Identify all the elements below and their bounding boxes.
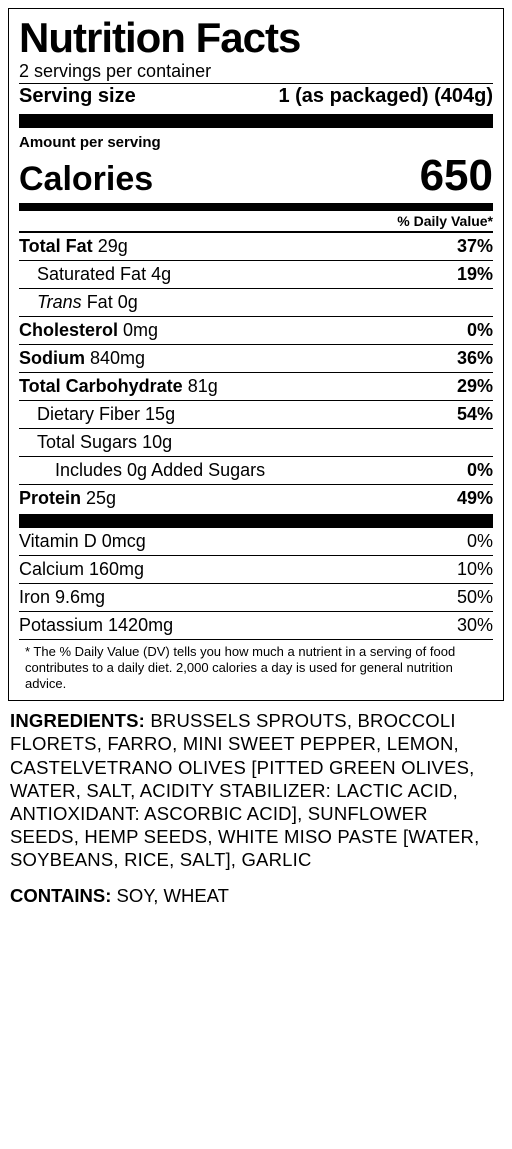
nutrient-label: Sodium 840mg — [19, 348, 145, 369]
nutrient-row-protein: Protein 25g 49% — [19, 484, 493, 512]
ingredients-text: BRUSSELS SPROUTS, BROCCOLI FLORETS, FARR… — [10, 710, 479, 870]
calories-label: Calories — [19, 160, 153, 199]
nutrient-row-added-sugars: Includes 0g Added Sugars 0% — [19, 456, 493, 484]
nutrient-row-total-fat: Total Fat 29g 37% — [19, 232, 493, 260]
nutrient-dv: 54% — [457, 404, 493, 425]
vitamin-dv: 10% — [457, 559, 493, 580]
servings-per-container: 2 servings per container — [19, 61, 493, 84]
vitamin-label: Iron 9.6mg — [19, 587, 105, 608]
nutrient-dv: 49% — [457, 488, 493, 509]
divider-thick — [19, 114, 493, 128]
serving-size-label: Serving size — [19, 85, 136, 108]
ingredients-block: INGREDIENTS: BRUSSELS SPROUTS, BROCCOLI … — [10, 709, 502, 871]
serving-size-row: Serving size 1 (as packaged) (404g) — [19, 84, 493, 112]
dv-footnote: * The % Daily Value (DV) tells you how m… — [19, 639, 493, 695]
divider-medium — [19, 203, 493, 211]
nutrient-row-sugars: Total Sugars 10g — [19, 428, 493, 456]
nutrient-row-trans-fat: Trans Fat 0g — [19, 288, 493, 316]
calories-row: Calories 650 — [19, 151, 493, 201]
vitamin-label: Potassium 1420mg — [19, 615, 173, 636]
amount-per-serving-label: Amount per serving — [19, 134, 493, 151]
nutrient-label: Includes 0g Added Sugars — [19, 460, 265, 481]
vitamin-row-calcium: Calcium 160mg 10% — [19, 555, 493, 583]
vitamin-dv: 50% — [457, 587, 493, 608]
nutrient-row-sodium: Sodium 840mg 36% — [19, 344, 493, 372]
panel-title: Nutrition Facts — [19, 17, 493, 59]
nutrient-dv: 19% — [457, 264, 493, 285]
calories-value: 650 — [420, 151, 493, 201]
nutrient-dv: 29% — [457, 376, 493, 397]
nutrient-label: Total Sugars 10g — [19, 432, 172, 453]
vitamin-row-potassium: Potassium 1420mg 30% — [19, 611, 493, 639]
vitamin-label: Calcium 160mg — [19, 559, 144, 580]
contains-block: CONTAINS: SOY, WHEAT — [10, 885, 502, 907]
nutrient-label: Cholesterol 0mg — [19, 320, 158, 341]
nutrient-label: Total Carbohydrate 81g — [19, 376, 218, 397]
nutrient-label: Saturated Fat 4g — [19, 264, 171, 285]
nutrient-dv: 36% — [457, 348, 493, 369]
nutrient-label: Dietary Fiber 15g — [19, 404, 175, 425]
nutrient-dv: 0% — [467, 320, 493, 341]
vitamin-row-iron: Iron 9.6mg 50% — [19, 583, 493, 611]
nutrient-label: Total Fat 29g — [19, 236, 128, 257]
vitamin-label: Vitamin D 0mcg — [19, 531, 146, 552]
divider-thick — [19, 514, 493, 528]
contains-text: SOY, WHEAT — [111, 885, 229, 906]
nutrient-label: Protein 25g — [19, 488, 116, 509]
nutrient-row-total-carb: Total Carbohydrate 81g 29% — [19, 372, 493, 400]
nutrition-facts-panel: Nutrition Facts 2 servings per container… — [8, 8, 504, 701]
nutrient-row-sat-fat: Saturated Fat 4g 19% — [19, 260, 493, 288]
nutrient-dv: 0% — [467, 460, 493, 481]
vitamin-dv: 30% — [457, 615, 493, 636]
ingredients-label: INGREDIENTS: — [10, 710, 145, 731]
daily-value-header: % Daily Value* — [19, 211, 493, 232]
nutrient-dv: 37% — [457, 236, 493, 257]
contains-label: CONTAINS: — [10, 885, 111, 906]
nutrient-row-cholesterol: Cholesterol 0mg 0% — [19, 316, 493, 344]
serving-size-value: 1 (as packaged) (404g) — [278, 85, 493, 108]
nutrient-label: Trans Fat 0g — [19, 292, 138, 313]
nutrient-row-fiber: Dietary Fiber 15g 54% — [19, 400, 493, 428]
vitamin-dv: 0% — [467, 531, 493, 552]
vitamin-row-vitd: Vitamin D 0mcg 0% — [19, 528, 493, 555]
